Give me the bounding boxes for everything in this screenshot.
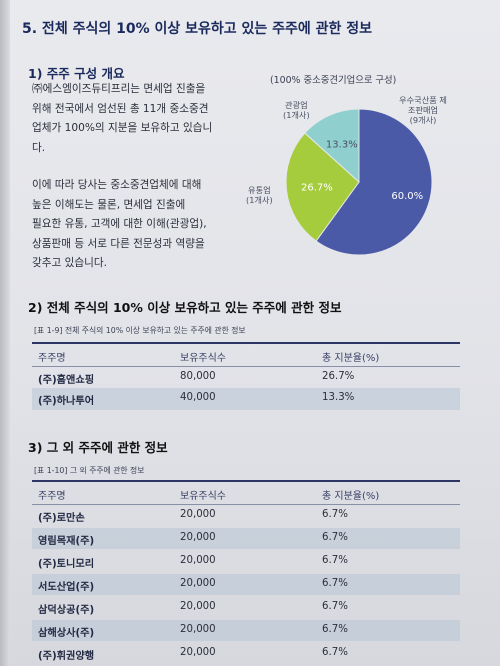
slice-name: 관광업 — [285, 100, 308, 110]
table-row: (주)토니모리 20,000 6.7% — [32, 551, 460, 572]
table-row: (주)휘권양행 20,000 6.7% — [32, 643, 460, 664]
col-header-ratio: 총 지분율(%) — [322, 353, 380, 364]
shareholder-name: (주)로만손 — [38, 513, 85, 524]
slice-label-retail: 유통업 (1개사) — [246, 185, 273, 205]
ratio-value: 6.7% — [322, 509, 348, 520]
shareholder-name: 영림목재(주) — [38, 536, 95, 547]
pie-chart: 60.0% 26.7% 13.3% — [285, 108, 433, 256]
paragraph-line: 높은 이해도는 물론, 면세업 진출에 — [32, 198, 186, 211]
section2-heading: 2) 전체 주식의 10% 이상 보유하고 있는 주주에 관한 정보 — [28, 300, 342, 315]
ratio-value: 6.7% — [322, 555, 348, 566]
table-row: 서도산업(주) 20,000 6.7% — [32, 574, 460, 595]
slice-name-line: 우수국산품 제조판매업 — [399, 95, 447, 115]
overview-heading: 1) 주주 구성 개요 — [28, 66, 125, 81]
chart-title: (100% 중소중견기업으로 구성) — [270, 75, 397, 86]
table-1-10-caption: [표 1-10] 그 외 주주에 관한 정보 — [34, 466, 145, 475]
ratio-value: 6.7% — [322, 601, 348, 612]
shareholder-name: (주)토니모리 — [38, 559, 95, 570]
section-title: 5. 전체 주식의 10% 이상 보유하고 있는 주주에 관한 정보 — [22, 21, 373, 37]
pie-slice — [285, 132, 360, 242]
col-header-shares: 보유주식수 — [180, 491, 226, 502]
paragraph-line: 필요한 유통, 고객에 대한 이해(관광업), — [32, 218, 207, 230]
shareholder-name: (주)홈앤쇼핑 — [38, 375, 95, 386]
col-header-name: 주주명 — [38, 353, 66, 364]
shareholder-name: (주)하나투어 — [38, 396, 95, 407]
table-row: 삼덕상공(주) 20,000 6.7% — [32, 597, 460, 618]
overview-paragraph-2: 이에 따라 당사는 중소중견업체에 대해 높은 이해도는 물론, 면세업 진출에… — [32, 176, 232, 274]
paragraph-line: 상품판매 등 서로 다른 전문성과 역량을 — [32, 237, 205, 250]
page-binding-edge — [0, 0, 10, 666]
pie-slice-value-label: 13.3% — [326, 139, 358, 150]
table-top-rule — [32, 342, 460, 344]
ratio-value: 6.7% — [322, 532, 348, 543]
shares-value: 20,000 — [180, 509, 216, 520]
pie-slice — [304, 108, 360, 184]
slice-name: 유통업 — [248, 185, 271, 195]
shares-value: 20,000 — [180, 578, 216, 589]
paragraph-line: 다. — [32, 141, 46, 154]
paragraph-line: ㈜에스엠이즈듀티프리는 면세업 진출을 — [32, 83, 206, 95]
shares-value: 40,000 — [180, 392, 216, 403]
overview-paragraph-1: ㈜에스엠이즈듀티프리는 면세업 진출을 위해 전국에서 엄선된 총 11개 중소… — [32, 80, 232, 158]
slice-count: (9개사) — [409, 115, 437, 125]
table-top-rule — [32, 480, 460, 482]
shareholder-name: 서도산업(주) — [38, 582, 95, 593]
table-header-rule — [32, 504, 460, 505]
shares-value: 20,000 — [180, 555, 216, 566]
table-row: 삼해상사(주) 20,000 6.7% — [32, 620, 460, 641]
table-header: 주주명 보유주식수 총 지분율(%) — [32, 482, 460, 504]
slice-count: (1개사) — [283, 110, 310, 120]
ratio-value: 13.3% — [322, 392, 355, 403]
shares-value: 20,000 — [180, 647, 216, 658]
col-header-ratio: 총 지분율(%) — [322, 491, 380, 502]
pie-slice-value-label: 60.0% — [391, 191, 423, 202]
shares-value: 20,000 — [180, 601, 216, 612]
slice-label-tourism: 관광업 (1개사) — [283, 100, 310, 120]
col-header-shares: 보유주식수 — [180, 353, 226, 364]
ratio-value: 26.7% — [322, 371, 355, 382]
table-other-shareholders: 주주명 보유주식수 총 지분율(%) (주)로만손 20,000 6.7% 영림… — [32, 480, 460, 666]
paragraph-line: 업체가 100%의 지분을 보유하고 있습니 — [32, 122, 213, 134]
ratio-value: 6.7% — [322, 578, 348, 589]
paragraph-line: 위해 전국에서 엄선된 총 11개 중소중견 — [32, 102, 209, 115]
table-header: 주주명 보유주식수 총 지분율(%) — [32, 344, 460, 366]
shares-value: 20,000 — [180, 624, 216, 635]
shareholder-name: 삼해상사(주) — [38, 628, 95, 639]
table-row: (주)홈앤쇼핑 80,000 26.7% — [32, 367, 460, 388]
paragraph-line: 갖추고 있습니다. — [32, 257, 107, 269]
slice-label-manufacturing: 우수국산품 제조판매업 (9개사) — [397, 95, 449, 125]
pie-slice — [315, 108, 433, 256]
table-row: (주)로만손 20,000 6.7% — [32, 505, 460, 526]
table-row: 영림목재(주) 20,000 6.7% — [32, 528, 460, 549]
col-header-name: 주주명 — [38, 491, 66, 502]
shares-value: 80,000 — [180, 371, 216, 382]
shareholder-name: (주)휘권양행 — [38, 651, 95, 662]
shares-value: 20,000 — [180, 532, 216, 543]
paragraph-line: 이에 따라 당사는 중소중견업체에 대해 — [32, 179, 202, 191]
slice-count: (1개사) — [246, 195, 273, 205]
table-header-rule — [32, 366, 460, 367]
shareholder-name: 삼덕상공(주) — [38, 605, 95, 616]
table-1-9-caption: [표 1-9] 전체 주식의 10% 이상 보유하고 있는 주주에 관한 정보 — [34, 326, 246, 335]
pie-slice-value-label: 26.7% — [301, 182, 333, 193]
ratio-value: 6.7% — [322, 647, 348, 658]
table-row: (주)하나투어 40,000 13.3% — [32, 388, 460, 410]
ratio-value: 6.7% — [322, 624, 348, 635]
section3-heading: 3) 그 외 주주에 관한 정보 — [28, 440, 168, 455]
table-major-shareholders: 주주명 보유주식수 총 지분율(%) (주)홈앤쇼핑 80,000 26.7% … — [32, 342, 460, 412]
